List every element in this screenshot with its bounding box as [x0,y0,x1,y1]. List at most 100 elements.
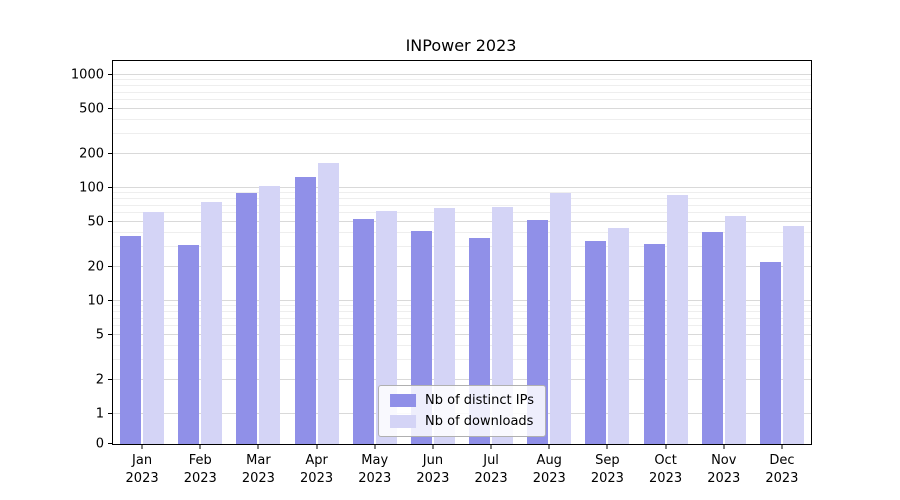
legend-label: Nb of distinct IPs [425,393,534,408]
x-tick-label-line: 2023 [416,470,450,486]
y-tick-label: 200 [79,146,104,162]
x-tick-mark [490,444,492,449]
legend-row: Nb of distinct IPs [390,393,534,408]
bar-downloads [724,216,746,444]
x-tick-label-line: 2023 [532,470,566,486]
x-tick-label-line: Mar [246,453,271,468]
x-tick-label: Feb 2023 [184,452,217,487]
plot-area: 0 1 2 5 10 20 50 100 200 500 1000 Jan 2023 Feb 2023 Mar… [71,60,812,486]
legend-swatch [390,415,417,428]
bar-distinct-ips [178,245,200,444]
minor-gridline [113,204,811,206]
major-gridline [113,74,811,75]
minor-gridline [113,84,811,86]
x-tick-label-line: Dec [769,453,795,468]
bar-downloads [201,202,223,444]
minor-gridline [113,359,811,361]
major-gridline [113,378,811,380]
bar-downloads [608,228,630,444]
bar-downloads [666,194,688,444]
x-tick-mark [548,444,550,449]
x-tick-label: Sep 2023 [591,452,624,487]
y-tick-label: 10 [87,293,104,309]
major-gridline [113,334,811,336]
minor-gridline [113,99,811,101]
legend-swatch [390,394,417,407]
y-tick-label: 500 [79,101,104,117]
x-tick-mark [141,444,143,449]
x-tick-label: Jun 2023 [416,452,449,487]
x-tick-mark [316,444,318,449]
bar-distinct-ips [294,177,316,444]
minor-gridline [113,344,811,346]
x-tick-label-line: Jul [483,453,499,468]
bar-distinct-ips [120,235,142,444]
bar-distinct-ips [585,240,607,444]
x-tick-label: Oct 2023 [649,452,682,487]
x-tick-label: Nov 2023 [707,452,740,487]
x-tick-label-line: May [361,453,389,468]
y-tick-mark [108,187,113,188]
bar-downloads [143,212,165,444]
y-tick-mark [108,221,113,223]
x-tick-label-line: 2023 [474,470,508,486]
y-tick-label: 100 [79,180,104,196]
x-tick-label-line: Oct [654,453,677,468]
major-gridline [113,221,811,223]
y-tick-mark [108,152,113,154]
y-tick-label: 2 [95,372,104,388]
bar-downloads [550,193,572,444]
x-tick-label-line: Nov [711,453,737,468]
x-tick-label: May 2023 [358,452,391,487]
legend-label: Nb of downloads [425,414,534,429]
x-tick-label-line: 2023 [358,470,392,486]
x-tick-mark [257,444,259,449]
x-tick-mark [432,444,434,449]
x-tick-label-line: 2023 [649,470,683,486]
minor-gridline [113,305,811,307]
x-tick-mark [781,444,783,449]
y-tick-label: 20 [87,259,104,275]
minor-gridline [113,91,811,93]
y-tick-mark [108,413,113,414]
x-tick-label-line: Jun [422,453,444,468]
y-tick-label: 50 [87,214,104,230]
bar-downloads [492,206,514,444]
x-tick-label-line: 2023 [707,470,741,486]
x-tick-label-line: Jan [132,453,153,468]
major-gridline [113,152,811,154]
bar-downloads [259,186,281,444]
legend: Nb of distinct IPs Nb of downloads [378,385,546,437]
x-tick-label: Apr 2023 [300,452,333,487]
x-tick-mark [374,444,376,449]
bar-downloads [317,163,339,444]
y-tick-label: 1000 [70,67,104,83]
x-tick-mark [606,444,608,449]
y-tick-mark [108,265,113,267]
minor-gridline [113,325,811,327]
x-tick-mark [199,444,201,449]
major-gridline [113,187,811,188]
y-tick-mark [108,378,113,380]
bar-distinct-ips [759,262,781,444]
minor-gridline [113,212,811,214]
x-tick-label: Dec 2023 [765,452,798,487]
minor-gridline [113,310,811,312]
x-tick-label-line: 2023 [241,470,275,486]
x-tick-label-line: Sep [595,453,620,468]
x-tick-label-line: Apr [305,453,328,468]
x-tick-label-line: 2023 [590,470,624,486]
x-tick-mark [665,444,667,449]
minor-gridline [113,192,811,194]
x-tick-label-line: 2023 [125,470,159,486]
x-tick-label-line: 2023 [183,470,217,486]
y-tick-label: 0 [95,436,104,452]
minor-gridline [113,118,811,120]
x-tick-label-line: Feb [188,453,212,468]
bar-distinct-ips [701,231,723,444]
minor-gridline [113,246,811,248]
chart-title: INPower 2023 [405,36,517,55]
x-tick-label: Jan 2023 [126,452,159,487]
x-tick-label-line: Aug [536,453,562,468]
